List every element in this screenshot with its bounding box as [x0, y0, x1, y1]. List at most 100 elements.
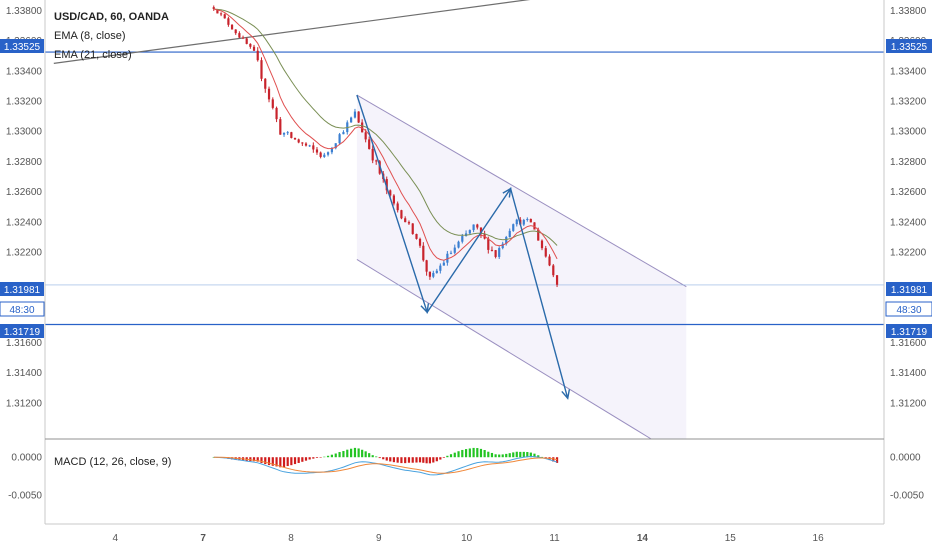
candle-body — [312, 145, 315, 150]
candle-body — [548, 256, 551, 266]
macd-histogram-bar — [487, 451, 490, 458]
upper-trendline-drawing[interactable] — [53, 0, 537, 64]
candle — [515, 218, 518, 227]
candle-body — [293, 137, 297, 140]
countdown-tag-left-text: 48:30 — [9, 305, 34, 316]
macd-histogram-bar — [252, 457, 256, 462]
candle — [407, 220, 411, 225]
macd-histogram-bar — [439, 457, 442, 460]
macd-legend[interactable]: MACD (12, 26, close, 9) — [54, 456, 171, 468]
candle-body — [260, 60, 263, 79]
candle — [548, 254, 551, 267]
candle-body — [319, 152, 322, 157]
candle — [522, 218, 525, 227]
candle — [219, 12, 223, 17]
candle-body — [515, 219, 518, 225]
macd-histogram-bar — [282, 457, 286, 467]
price-tick-label-right: 1.32200 — [890, 247, 927, 258]
price-tick-label-right: 1.31200 — [890, 398, 927, 409]
candle — [453, 244, 456, 255]
macd-histogram-bar — [529, 452, 532, 458]
candle — [338, 132, 341, 146]
candle-body — [264, 78, 267, 89]
macd-histogram-bar — [526, 452, 529, 458]
candle — [555, 275, 559, 288]
macd-histogram-bar — [449, 454, 453, 458]
candle-body — [552, 265, 555, 276]
macd-histogram-bar — [396, 457, 399, 463]
candle — [286, 131, 289, 135]
macd-histogram-bar — [392, 457, 396, 463]
time-tick-label: 11 — [549, 533, 560, 544]
channel-upper-line — [356, 94, 687, 288]
candle-body — [439, 265, 442, 271]
macd-signal-line — [213, 456, 558, 474]
candle-body — [392, 195, 396, 204]
candle — [540, 239, 544, 251]
candle-body — [297, 139, 300, 143]
horizontal-levels[interactable] — [45, 51, 884, 326]
candle-body — [364, 132, 367, 140]
candle-body — [422, 245, 425, 261]
price-tick-label-right: 1.32800 — [890, 157, 927, 168]
macd-histogram-bar — [515, 451, 518, 458]
candle-body — [453, 247, 456, 253]
candle — [308, 144, 311, 147]
time-axis[interactable]: 4 7 8 9 10 11 14 15 16 — [113, 533, 825, 544]
candle — [260, 57, 263, 82]
candle — [271, 97, 274, 110]
ema-fast-legend[interactable]: EMA (8, close) — [54, 30, 126, 42]
price-tick-label-left: 1.33800 — [6, 6, 43, 17]
candle-body — [415, 233, 418, 239]
chart-legend[interactable]: USD/CAD, 60, OANDA EMA (8, close) EMA (2… — [54, 11, 169, 61]
candle-body — [537, 229, 540, 241]
candle — [290, 131, 293, 139]
candle — [505, 235, 508, 246]
parallel-channel-drawing[interactable] — [356, 94, 687, 440]
macd-histogram-bar — [338, 452, 341, 458]
candle-body — [428, 271, 432, 277]
candle — [490, 246, 494, 252]
macd-histogram-bar — [411, 457, 414, 463]
macd-histogram-bar — [385, 457, 388, 461]
ema-slow-legend[interactable]: EMA (21, close) — [54, 49, 132, 61]
candle-body — [326, 152, 330, 155]
macd-histogram-bar — [555, 457, 559, 463]
price-axis[interactable]: 1.338001.338001.336001.336001.334001.334… — [6, 6, 927, 409]
zigzag-arrow-drawing[interactable] — [356, 94, 571, 400]
macd-histogram-bar — [279, 457, 282, 468]
macd-histogram-bar — [453, 452, 456, 458]
macd-axis[interactable]: 0.0000 0.0000 -0.0050 -0.0050 — [8, 453, 924, 502]
candle — [418, 237, 422, 248]
price-tick-label-right: 1.32400 — [890, 217, 927, 228]
macd-histogram-bar — [290, 457, 293, 466]
candle-body — [555, 275, 559, 285]
candle-body — [216, 8, 219, 14]
candle-body — [238, 33, 241, 38]
candle-body — [304, 143, 308, 146]
candle — [494, 249, 497, 259]
macd-histogram-bar — [464, 449, 468, 458]
macd-histogram-bar — [415, 457, 418, 463]
candle-body — [330, 148, 333, 153]
candle-body — [418, 238, 422, 246]
candle-body — [290, 132, 293, 138]
macd-histogram-bar — [371, 455, 374, 458]
candle-body — [508, 230, 511, 238]
candle — [212, 5, 215, 11]
candle-body — [219, 13, 223, 15]
candle-body — [275, 107, 278, 120]
macd-histogram-bar — [501, 454, 504, 458]
ema-fast-line — [213, 8, 558, 261]
macd-histogram-bar — [505, 453, 508, 458]
candle-body — [282, 132, 286, 135]
macd-histogram-bar — [472, 447, 475, 458]
candle — [533, 222, 536, 230]
candle-body — [252, 46, 256, 51]
macd-histogram-bar — [357, 448, 360, 458]
macd-histogram-bar — [312, 457, 315, 459]
macd-histogram-bar — [375, 456, 378, 458]
support-price-tag-left: 1.31719 — [0, 324, 44, 338]
candle — [342, 130, 345, 135]
